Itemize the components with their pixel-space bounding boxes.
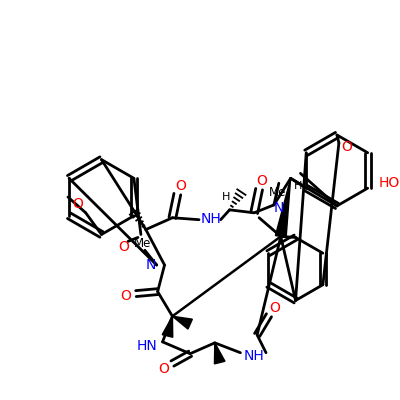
Text: N: N: [146, 258, 156, 272]
Text: H: H: [294, 181, 303, 191]
Text: O: O: [158, 362, 169, 376]
Text: O: O: [121, 288, 132, 302]
Polygon shape: [162, 316, 173, 337]
Text: HN: HN: [136, 339, 157, 353]
Polygon shape: [214, 343, 225, 364]
Text: N: N: [274, 201, 284, 215]
Text: O: O: [257, 174, 268, 188]
Text: Me: Me: [269, 186, 286, 199]
Text: O: O: [270, 301, 280, 315]
Text: O: O: [72, 197, 83, 211]
Text: O: O: [341, 140, 352, 154]
Text: HO: HO: [379, 176, 400, 190]
Text: Me: Me: [134, 237, 152, 250]
Text: H: H: [222, 192, 230, 202]
Text: NH: NH: [200, 212, 221, 226]
Polygon shape: [276, 178, 291, 237]
Polygon shape: [172, 316, 192, 329]
Text: NH: NH: [244, 349, 264, 363]
Text: O: O: [175, 179, 186, 193]
Text: O: O: [119, 240, 130, 254]
